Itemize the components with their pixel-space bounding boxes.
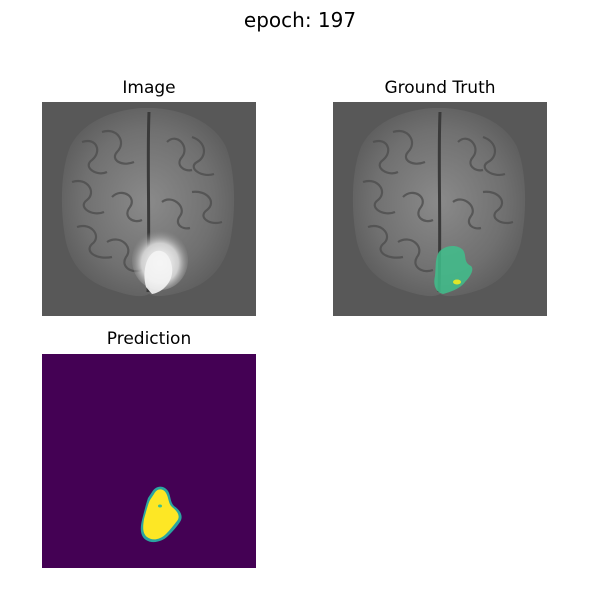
ground-truth-panel: [333, 102, 547, 316]
brain-mri-image: [42, 102, 256, 316]
prediction-panel: [42, 354, 256, 568]
figure-suptitle: epoch: 197: [243, 8, 357, 32]
image-panel: [42, 102, 256, 316]
ground-truth-mask: [434, 246, 473, 294]
ground-truth-overlay-image: [333, 102, 547, 316]
prediction-mask-image: [42, 354, 256, 568]
prediction-panel-title: Prediction: [106, 329, 192, 349]
ground-truth-panel-title: Ground Truth: [384, 78, 496, 98]
image-panel-title: Image: [122, 78, 176, 98]
